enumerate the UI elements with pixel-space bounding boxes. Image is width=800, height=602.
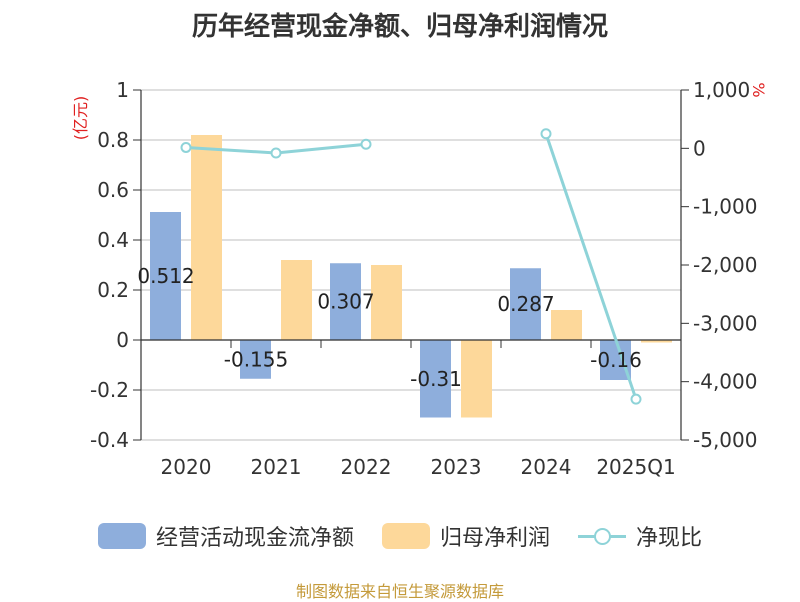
bar-net-profit [641, 340, 672, 343]
data-label: 0.307 [317, 290, 374, 314]
right-tick-label: -2,000 [693, 253, 757, 277]
legend: 经营活动现金流净额 归母净利润 净现比 [0, 516, 800, 556]
bar-cashflow [510, 268, 541, 340]
legend-item-net-profit[interactable]: 归母净利润 [381, 520, 550, 552]
category-label: 2023 [431, 455, 482, 479]
ratio-point [180, 141, 192, 153]
right-tick-label: -5,000 [693, 428, 757, 452]
legend-item-ratio[interactable]: 净现比 [578, 520, 702, 552]
left-tick-label: -0.4 [90, 428, 129, 452]
ratio-point [540, 128, 552, 140]
right-tick-label: -1,000 [693, 195, 757, 219]
data-label: 0.512 [137, 264, 194, 288]
legend-item-cashflow[interactable]: 经营活动现金流净额 [97, 520, 354, 552]
ratio-point [630, 393, 642, 405]
category-label: 2024 [521, 455, 572, 479]
category-label: 2022 [341, 455, 392, 479]
legend-swatch-cashflow [97, 523, 146, 549]
source-footer: 制图数据来自恒生聚源数据库 [295, 582, 504, 601]
left-tick-label: 0 [116, 328, 129, 352]
right-tick-label: 0 [693, 136, 706, 160]
left-axis-unit: (亿元) [71, 96, 90, 141]
bar-net-profit [551, 310, 582, 340]
ratio-line [180, 128, 642, 405]
left-tick-label: 0.8 [97, 128, 129, 152]
data-label: -0.31 [410, 367, 462, 391]
data-label: -0.16 [590, 348, 642, 372]
left-tick-label: 0.4 [97, 228, 129, 252]
data-label: 0.287 [497, 292, 554, 316]
ratio-line-segment [544, 133, 638, 400]
bar-net-profit [461, 340, 492, 418]
bar-cashflow [420, 340, 451, 418]
data-label: -0.155 [224, 347, 288, 371]
legend-swatch-ratio [578, 523, 626, 549]
ratio-point [360, 138, 372, 150]
legend-swatch-net-profit [381, 523, 430, 549]
category-label: 2025Q1 [596, 455, 675, 479]
category-label: 2020 [161, 455, 212, 479]
axes: 1 0.8 0.6 0.4 0.2 0 -0.2 -0.4 1,000 0 -1,000 -2,000… [71, 78, 768, 479]
left-tick-label: 0.2 [97, 278, 129, 302]
bar-net-profit [371, 265, 402, 340]
left-tick-label: 0.6 [97, 178, 129, 202]
bar-net-profit [191, 135, 222, 340]
right-axis-unit: % [749, 82, 768, 97]
legend-label-ratio: 净现比 [636, 526, 703, 551]
data-labels: 0.512 -0.155 0.307 -0.31 0.287 -0.16 [137, 264, 642, 391]
left-tick-label: -0.2 [90, 378, 129, 402]
ratio-point [270, 147, 282, 159]
right-tick-label: -4,000 [693, 370, 757, 394]
chart-title: 历年经营现金净额、归母净利润情况 [191, 12, 608, 42]
right-tick-label: 1,000 [693, 78, 750, 102]
legend-label-net-profit: 归母净利润 [439, 526, 550, 551]
right-tick-label: -3,000 [693, 311, 757, 335]
left-tick-label: 1 [116, 78, 129, 102]
bar-cashflow [330, 263, 361, 340]
bar-net-profit [281, 260, 312, 340]
bar-cashflow [240, 340, 271, 379]
bar-cashflow [150, 212, 181, 340]
category-label: 2021 [251, 455, 302, 479]
legend-label-cashflow: 经营活动现金流净额 [155, 526, 354, 551]
bars [150, 135, 672, 418]
